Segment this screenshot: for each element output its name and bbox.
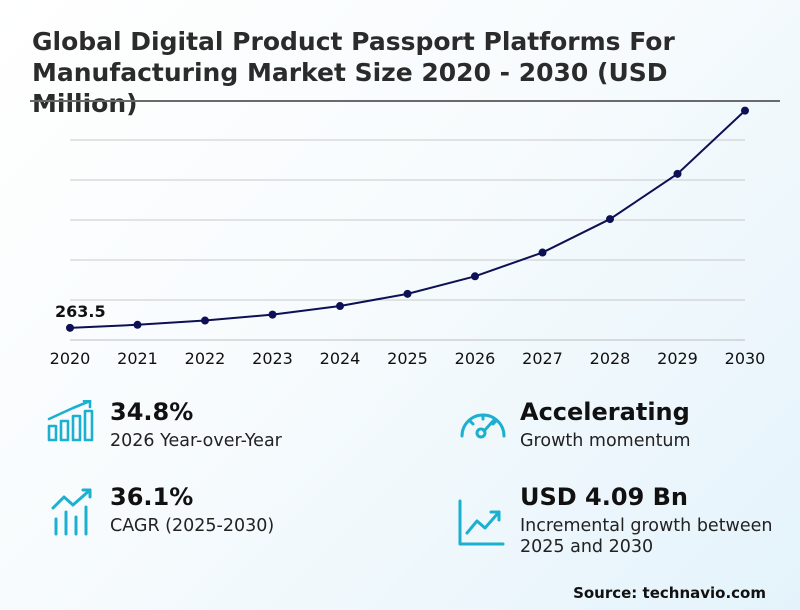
data-point-2024 xyxy=(336,302,344,311)
x-tick-label: 2026 xyxy=(455,349,496,368)
x-tick-label: 2025 xyxy=(387,349,428,368)
rising-bars-icon xyxy=(51,488,92,536)
x-tick-label: 2028 xyxy=(590,349,631,368)
stat-yoy: 34.8% 2026 Year-over-Year xyxy=(110,398,282,452)
data-point-2028 xyxy=(606,215,614,224)
x-tick-label: 2024 xyxy=(320,349,361,368)
x-tick-label: 2029 xyxy=(657,349,698,368)
data-point-2022 xyxy=(201,316,209,325)
data-point-2023 xyxy=(268,310,277,319)
data-point-2030 xyxy=(741,106,749,115)
stat-cagr: 36.1% CAGR (2025-2030) xyxy=(110,483,274,537)
x-tick-label: 2030 xyxy=(725,349,766,368)
bar-chart-growth-icon xyxy=(47,400,94,442)
x-tick-label: 2021 xyxy=(117,349,158,368)
data-point-2020 xyxy=(66,323,74,332)
line-chart: 2020 2021 2022 2023 2024 2025 2026 2027 2028 2029… xyxy=(50,106,766,368)
stat-incremental-label: Incremental growth between 2025 and 2030 xyxy=(520,516,773,557)
stat-momentum-value: Accelerating xyxy=(520,398,690,426)
source-credit: Source: technavio.com xyxy=(573,584,766,602)
data-point-2027 xyxy=(538,248,547,257)
stat-cagr-label: CAGR (2025-2030) xyxy=(110,516,275,536)
stat-momentum: Accelerating Growth momentum xyxy=(520,398,691,452)
data-label-2020: 263.5 xyxy=(55,302,106,321)
stat-incremental-value: USD 4.09 Bn xyxy=(520,483,688,511)
title-divider xyxy=(30,100,780,102)
x-tick-label: 2022 xyxy=(185,349,226,368)
stat-incremental: USD 4.09 Bn Incremental growth between 2… xyxy=(520,483,780,558)
x-tick-label: 2027 xyxy=(522,349,563,368)
data-point-2021 xyxy=(133,320,142,329)
data-point-2025 xyxy=(403,289,412,298)
data-point-2026 xyxy=(471,272,479,281)
x-tick-label: 2023 xyxy=(252,349,293,368)
stat-yoy-value: 34.8% xyxy=(110,398,194,426)
stat-cagr-value: 36.1% xyxy=(110,483,194,511)
trend-up-chart-icon xyxy=(458,499,505,546)
chart-title: Global Digital Product Passport Platform… xyxy=(32,27,675,118)
data-point-2029 xyxy=(673,169,682,178)
x-tick-label: 2020 xyxy=(50,349,91,368)
stat-momentum-label: Growth momentum xyxy=(520,431,691,451)
speedometer-icon xyxy=(460,413,506,439)
stat-yoy-label: 2026 Year-over-Year xyxy=(110,431,282,451)
